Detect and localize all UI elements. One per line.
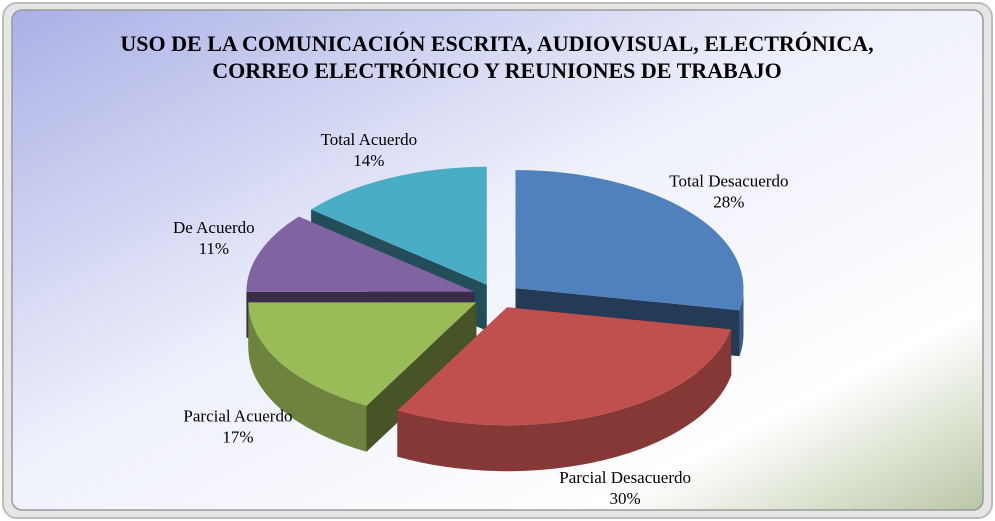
- slice-top: [397, 307, 732, 426]
- slice-top: [248, 302, 477, 406]
- slice-top: [246, 216, 475, 292]
- slice-value-label: 30%: [610, 489, 641, 508]
- pie-slice: [248, 302, 477, 452]
- slice-value-label: 28%: [713, 193, 744, 212]
- slice-value-label: 14%: [353, 151, 384, 170]
- slice-label: Parcial Acuerdo: [183, 406, 292, 425]
- slice-side: [397, 329, 732, 472]
- slice-value-label: 11%: [199, 239, 230, 258]
- slice-label: De Acuerdo: [173, 218, 255, 237]
- slice-label: Parcial Desacuerdo: [559, 468, 691, 487]
- slice-label: Total Acuerdo: [321, 130, 418, 149]
- slice-top: [311, 166, 487, 285]
- slice-side: [248, 302, 367, 452]
- slice-top: [515, 170, 744, 311]
- pie-slice: [397, 307, 732, 472]
- chart-title: USO DE LA COMUNICACIÓN ESCRITA, AUDIOVIS…: [120, 31, 874, 83]
- plot-background: [11, 9, 984, 511]
- slice-label: Total Desacuerdo: [669, 172, 788, 191]
- slice-value-label: 17%: [222, 427, 253, 446]
- slice-side: [739, 288, 744, 357]
